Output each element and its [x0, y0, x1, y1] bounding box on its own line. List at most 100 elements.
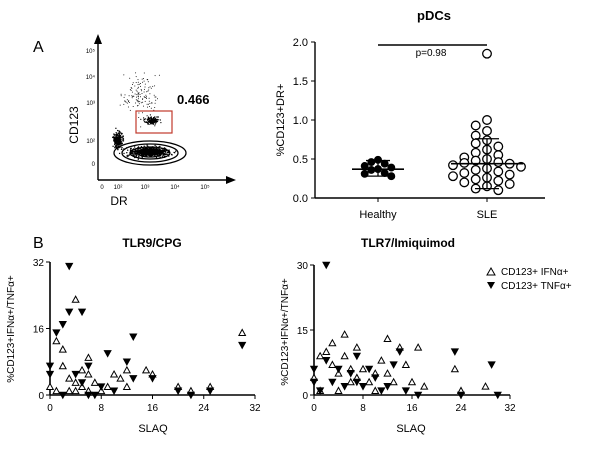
tnf-alpha-point [84, 391, 93, 400]
legend-entry-tnf: CD123+ TNFα+ [501, 281, 572, 292]
tnf-alpha-point [122, 358, 132, 366]
flow-dot [139, 101, 141, 103]
flow-dot [149, 86, 151, 88]
flow-dot [175, 150, 177, 152]
flow-dot [154, 116, 156, 118]
flow-dot [131, 95, 133, 97]
flow-dot [124, 94, 126, 96]
flow-dot [147, 106, 148, 108]
flow-dot [117, 132, 119, 134]
tnf-alpha-point [377, 387, 386, 395]
flow-dot [162, 149, 164, 151]
tnf-alpha-point [322, 261, 331, 270]
flow-dot [164, 151, 167, 153]
flow-dot [148, 121, 150, 123]
flow-dot [136, 105, 138, 107]
pdc-point [493, 185, 504, 196]
tnf-alpha-point [450, 348, 460, 356]
flow-dot [174, 152, 176, 154]
flow-dot [156, 153, 158, 155]
flow-contour [143, 150, 157, 156]
flow-dot [154, 144, 156, 146]
legend-filled-triangle-icon [487, 282, 495, 289]
flow-dot [122, 136, 124, 138]
flow-dot [116, 136, 118, 139]
flow-dot [137, 87, 139, 89]
flow-dot [140, 96, 141, 98]
flow-dot [128, 102, 130, 103]
tnf-alpha-point [395, 348, 404, 356]
flow-dot [145, 121, 147, 123]
ifn-alpha-point [238, 328, 247, 336]
flow-y-tick: 0 [92, 162, 96, 168]
pdc-marks [352, 48, 526, 196]
flow-dot [155, 118, 157, 120]
flow-dot [117, 149, 119, 151]
flow-dot [114, 134, 116, 136]
ifn-alpha-point [346, 377, 355, 386]
tlr9-chart-title: TLR9/CPG [122, 236, 181, 250]
ifn-alpha-point [65, 374, 74, 382]
ifn-alpha-point [371, 386, 380, 394]
flow-dot [136, 90, 138, 92]
flow-dot [155, 96, 157, 98]
flow-dot [146, 152, 149, 155]
pdc-point [470, 138, 481, 149]
flow-dot [138, 86, 139, 88]
flow-dot [143, 118, 145, 120]
flow-dot [146, 144, 148, 146]
flow-dot [136, 100, 138, 102]
pdc-chart-title: pDCs [417, 8, 451, 23]
ifn-alpha-point [116, 374, 125, 382]
tnf-alpha-point [148, 375, 157, 383]
ifn-alpha-point [389, 377, 398, 386]
flow-dot [147, 123, 150, 125]
tnf-alpha-point [413, 391, 423, 400]
tnf-alpha-point [90, 391, 99, 400]
tnf-alpha-point [238, 341, 247, 350]
flow-dot [139, 94, 141, 95]
flow-dot [130, 152, 133, 155]
flow-dot [136, 96, 137, 98]
flow-dot [118, 138, 120, 140]
flow-dot [132, 151, 134, 153]
flow-dot [152, 121, 154, 123]
flow-dot [148, 89, 150, 91]
flow-dot [150, 107, 152, 109]
tlr9-x-label: SLAQ [138, 423, 168, 435]
flow-dot [120, 95, 122, 97]
tnf-alpha-point [352, 378, 362, 387]
flow-dot [147, 117, 149, 119]
flow-dot [135, 82, 137, 83]
ifn-alpha-point [364, 377, 374, 386]
tnf-alpha-point [71, 370, 80, 379]
flow-contour [121, 143, 179, 163]
flow-dot [141, 93, 143, 94]
flow-dot [120, 93, 122, 95]
flow-dot [142, 98, 144, 100]
flow-dot [143, 91, 145, 93]
flow-gate [135, 110, 173, 134]
flow-dot [147, 119, 149, 121]
flow-dot [114, 145, 117, 147]
pdc-p-value: p=0.98 [416, 48, 447, 59]
flow-dot [131, 91, 133, 93]
flow-dot [121, 133, 123, 135]
flow-dot [125, 100, 127, 102]
flow-dot [144, 86, 146, 88]
tlr9-chart: TLR9/CPG %CD123+IFNα+/TNFα+ SLAQ 0 16 32 0 8… [6, 236, 261, 435]
flow-dot [119, 134, 122, 137]
flow-dot [114, 138, 116, 140]
flow-dot [132, 84, 133, 85]
tnf-alpha-point [97, 383, 106, 391]
tlr7-chart-title: TLR7/Imiquimod [361, 236, 455, 250]
x-tick-label: 0 [311, 403, 317, 414]
flow-dot [140, 89, 142, 90]
flow-dot [115, 145, 118, 147]
flow-dot [135, 150, 137, 152]
ifn-alpha-point [401, 360, 411, 368]
flow-dot [123, 103, 125, 105]
flow-x-tick: 0 [100, 185, 104, 191]
flow-dot [131, 87, 133, 89]
